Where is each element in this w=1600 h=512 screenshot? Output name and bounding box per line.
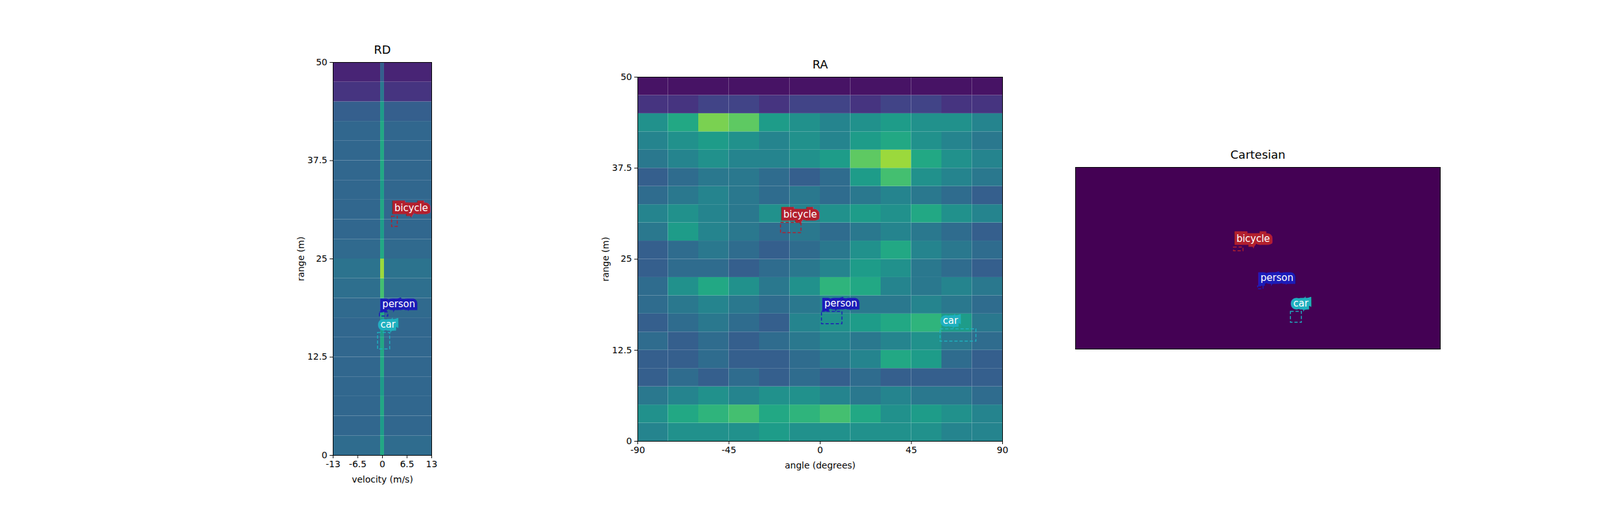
svg-text:-45: -45 (721, 444, 737, 456)
svg-text:-90: -90 (630, 444, 646, 456)
svg-text:12.5: 12.5 (611, 344, 632, 356)
svg-text:car: car (942, 314, 959, 327)
svg-text:25: 25 (316, 253, 328, 264)
svg-text:angle (degrees): angle (degrees) (784, 460, 856, 471)
svg-text:0: 0 (626, 435, 632, 447)
svg-text:-6.5: -6.5 (348, 458, 367, 470)
svg-text:car: car (1293, 297, 1309, 310)
svg-text:45: 45 (905, 444, 918, 456)
svg-text:37.5: 37.5 (611, 162, 632, 173)
svg-text:RA: RA (812, 57, 829, 72)
svg-text:range (m): range (m) (295, 236, 306, 282)
svg-text:0: 0 (321, 449, 328, 461)
svg-text:person: person (1260, 272, 1294, 284)
svg-text:90: 90 (997, 444, 1009, 456)
svg-text:50: 50 (620, 71, 633, 82)
svg-text:Cartesian: Cartesian (1230, 147, 1286, 162)
svg-text:car: car (380, 318, 396, 331)
svg-text:12.5: 12.5 (307, 351, 328, 362)
svg-text:bicycle: bicycle (783, 208, 817, 221)
svg-text:person: person (382, 298, 415, 310)
svg-text:bicycle: bicycle (1236, 232, 1270, 245)
svg-text:RD: RD (373, 42, 391, 57)
svg-text:25: 25 (620, 253, 633, 264)
svg-text:velocity (m/s): velocity (m/s) (352, 474, 414, 485)
svg-text:-13: -13 (325, 458, 341, 470)
svg-text:bicycle: bicycle (394, 202, 428, 214)
svg-text:range (m): range (m) (600, 236, 611, 282)
svg-text:6.5: 6.5 (400, 458, 415, 470)
svg-text:0: 0 (817, 444, 824, 456)
svg-text:0: 0 (379, 458, 386, 470)
svg-text:person: person (824, 297, 857, 310)
svg-text:13: 13 (426, 458, 438, 470)
svg-text:50: 50 (316, 56, 328, 68)
svg-text:37.5: 37.5 (307, 154, 328, 166)
